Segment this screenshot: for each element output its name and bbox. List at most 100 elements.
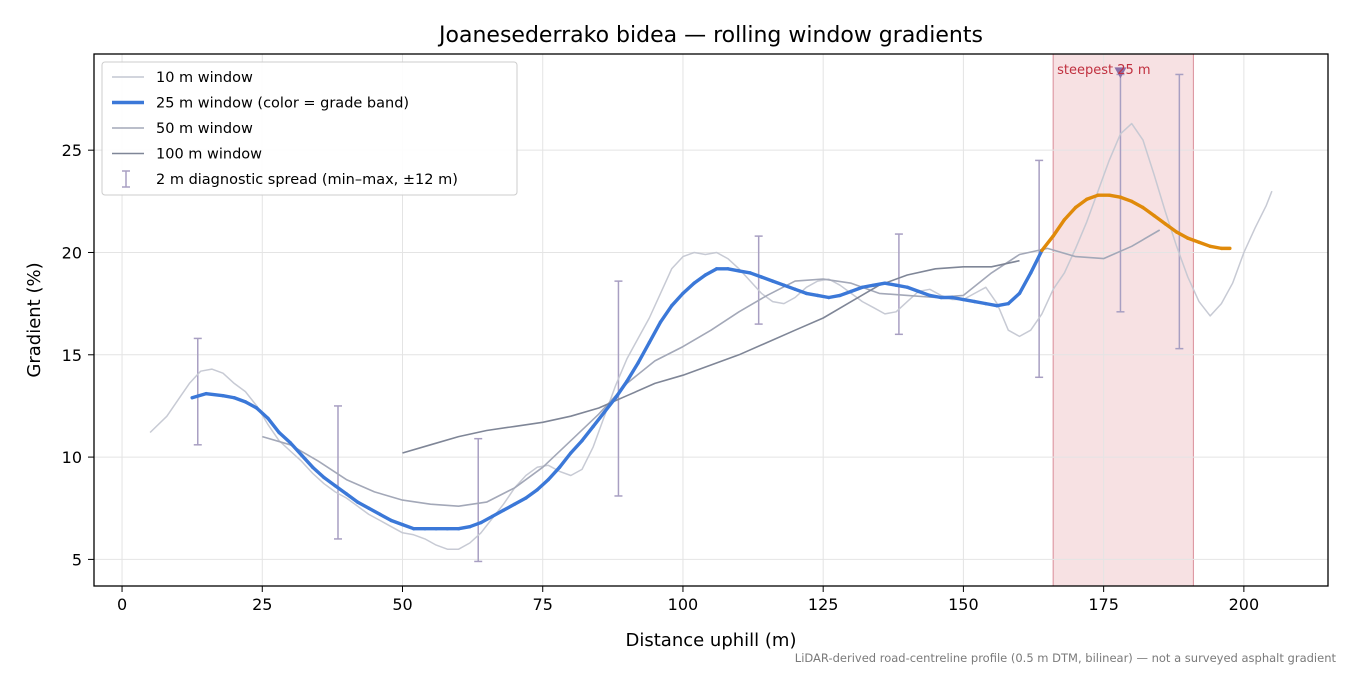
series-25m-segment bbox=[400, 522, 416, 531]
series-25m-segment bbox=[883, 281, 898, 287]
series-25m-segment bbox=[636, 340, 651, 365]
series-25m-segment bbox=[950, 295, 966, 302]
series-25m-segment bbox=[703, 267, 719, 277]
footnote: LiDAR-derived road-centreline profile (0… bbox=[794, 651, 1336, 665]
series-25m-segment bbox=[580, 424, 595, 443]
diagnostic-spread-bar bbox=[754, 235, 763, 325]
series-25m-segment bbox=[748, 271, 764, 279]
series-25m-segment bbox=[479, 514, 494, 525]
series-25m-segment bbox=[995, 301, 1010, 308]
steepest-marker bbox=[1114, 67, 1127, 79]
diagnostic-spread-bar bbox=[614, 280, 623, 497]
series-25m-segment bbox=[254, 406, 270, 420]
series-25m-segment bbox=[793, 287, 809, 296]
y-tick-label: 10 bbox=[62, 448, 82, 467]
series-25m-segment bbox=[524, 488, 539, 500]
legend-box bbox=[101, 61, 518, 196]
plot-frame bbox=[93, 53, 1329, 587]
y-tick-label: 15 bbox=[62, 346, 82, 365]
series-25m-segment bbox=[804, 291, 820, 298]
series-25m-segment bbox=[389, 518, 405, 527]
series-25m-segment bbox=[1197, 240, 1212, 249]
series-25m-segment bbox=[355, 500, 371, 510]
series-25m-segment bbox=[456, 524, 472, 531]
steepest-window-band bbox=[1052, 53, 1194, 587]
series-25m-segment bbox=[546, 465, 562, 482]
series-25m-segment bbox=[726, 267, 741, 273]
series-25m-segment bbox=[1118, 195, 1134, 204]
series-25m-segment bbox=[602, 396, 618, 414]
y-tick-label: 20 bbox=[62, 243, 82, 262]
diagnostic-spread-bar bbox=[193, 337, 202, 446]
series-25m-segment bbox=[1107, 193, 1123, 199]
series-25m-segment bbox=[333, 484, 349, 496]
series-100m-line bbox=[402, 259, 1020, 454]
series-25m-segment bbox=[367, 506, 382, 517]
y-tick-label: 25 bbox=[62, 141, 82, 160]
series-25m-segment bbox=[1017, 271, 1033, 296]
y-tick-label: 5 bbox=[72, 550, 82, 569]
series-25m-segment bbox=[311, 465, 326, 480]
series-25m-segment bbox=[288, 441, 304, 457]
legend-label: 10 m window bbox=[156, 70, 253, 86]
series-25m-segment bbox=[243, 400, 259, 410]
series-25m-segment bbox=[266, 416, 281, 435]
series-25m-segment bbox=[860, 283, 876, 289]
chart-title: Joanesederrako bidea — rolling window gr… bbox=[437, 23, 983, 48]
series-25m-segment bbox=[277, 430, 293, 445]
legend: 10 m window 25 m window (color = grade ba… bbox=[101, 61, 518, 196]
series-25m-segment bbox=[1129, 199, 1145, 210]
series-25m-segment bbox=[613, 379, 629, 400]
series-25m-segment bbox=[535, 477, 551, 492]
series-25m-segment bbox=[984, 301, 999, 308]
series-25m-segment bbox=[1073, 197, 1089, 210]
series-25m-segment bbox=[1174, 230, 1190, 240]
diagnostic-spread-bar bbox=[1035, 159, 1044, 379]
series-25m-segment bbox=[190, 391, 208, 400]
series-25m-segment bbox=[1141, 205, 1156, 218]
x-tick-label: 200 bbox=[1229, 595, 1260, 614]
y-axis-label: Gradient (%) bbox=[24, 262, 45, 377]
steepest-window-label: steepest 25 m bbox=[1057, 63, 1150, 78]
series-25m-segment bbox=[647, 320, 663, 345]
series-25m-segment bbox=[1085, 193, 1100, 201]
series-25m-segment bbox=[905, 285, 921, 294]
series-25m-segment bbox=[894, 283, 910, 289]
series-25m-segment bbox=[378, 512, 393, 523]
series-25m-segment bbox=[737, 269, 752, 275]
series-25m-segment bbox=[871, 281, 887, 287]
series-25m-segment bbox=[827, 293, 842, 300]
x-tick-label: 175 bbox=[1088, 595, 1119, 614]
series-25m-segment bbox=[782, 283, 797, 292]
series-25m-segment bbox=[1152, 213, 1168, 226]
series-25m-segment bbox=[1051, 218, 1067, 238]
series-25m-segment bbox=[771, 279, 786, 287]
series-25m-segment bbox=[557, 451, 573, 470]
series-25m-segment bbox=[322, 475, 337, 488]
x-tick-label: 50 bbox=[392, 595, 412, 614]
series-25m-segment bbox=[681, 281, 696, 296]
series-25m-segment bbox=[692, 273, 708, 285]
legend-label: 25 m window (color = grade band) bbox=[156, 96, 409, 112]
series-25m-segment bbox=[670, 291, 685, 308]
series-25m-segment bbox=[961, 297, 977, 304]
series-25m-segment bbox=[299, 453, 315, 470]
legend-label: 2 m diagnostic spread (min–max, ±12 m) bbox=[156, 172, 458, 188]
x-tick-label: 75 bbox=[533, 595, 553, 614]
series-25m-segment bbox=[1062, 205, 1078, 222]
series-25m-segment bbox=[1040, 234, 1055, 253]
x-tick-label: 100 bbox=[668, 595, 699, 614]
series-25m-segment bbox=[1006, 291, 1022, 306]
x-tick-label: 125 bbox=[808, 595, 839, 614]
series-25m-segment bbox=[972, 299, 988, 306]
series-25m-segment bbox=[1163, 222, 1179, 234]
series-25m-segment bbox=[625, 361, 640, 384]
series-25m-segment bbox=[344, 492, 360, 504]
diagnostic-spread-bar bbox=[474, 437, 483, 563]
series-25m-segment bbox=[1029, 248, 1044, 275]
series-25m-segment bbox=[838, 289, 853, 298]
series-25m-segment bbox=[204, 391, 225, 398]
diagnostic-spread-bar bbox=[333, 405, 342, 540]
series-25m-segment bbox=[591, 410, 607, 429]
